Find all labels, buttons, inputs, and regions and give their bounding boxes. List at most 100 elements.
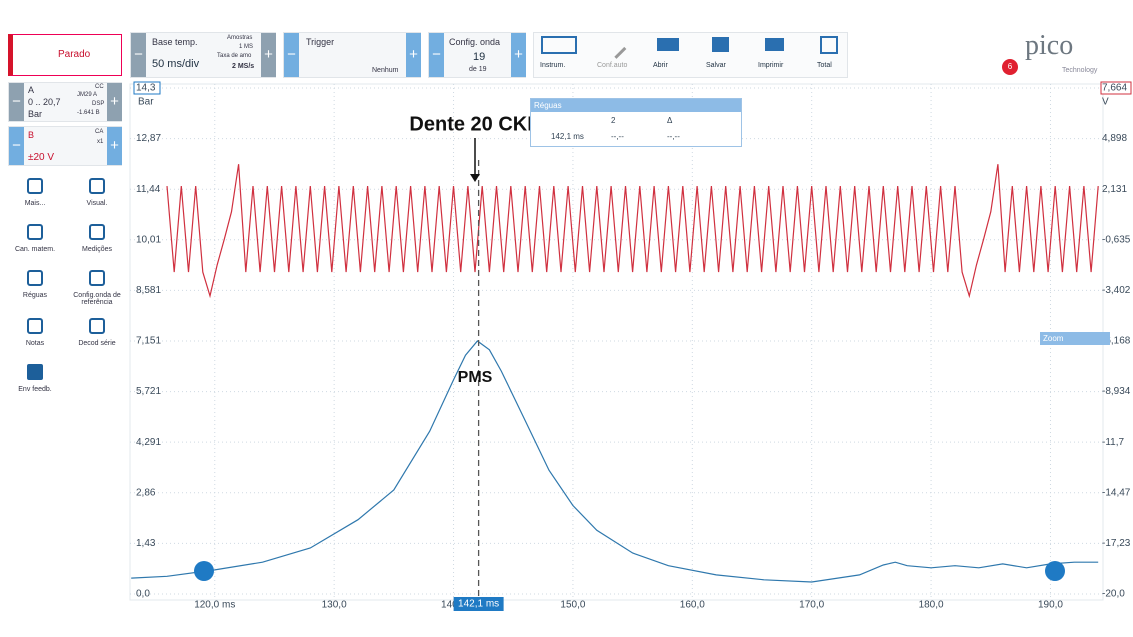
- minus[interactable]: −: [429, 33, 444, 77]
- icon: [712, 37, 729, 52]
- icon: [765, 38, 784, 51]
- side-icon[interactable]: [27, 178, 43, 194]
- y2-tick-label: -20,0: [1102, 589, 1125, 600]
- label: Amostras: [227, 35, 253, 41]
- minus[interactable]: −: [284, 33, 299, 77]
- x-tick-label: 180,0: [919, 600, 944, 611]
- trigger: − + Trigger Nenhum: [283, 32, 421, 78]
- header: Δ: [667, 116, 673, 125]
- filter: DSP: [92, 101, 105, 107]
- unit: Bar: [28, 109, 43, 119]
- y-axis-label: Bar: [138, 97, 154, 108]
- icon: [657, 38, 679, 51]
- arrow-head: [470, 174, 480, 182]
- ruler-label: 142,1 ms: [458, 599, 499, 610]
- channel-b: − + B ±20 V CA x1: [8, 126, 122, 166]
- button-label[interactable]: Salvar: [706, 62, 726, 69]
- plus[interactable]: +: [107, 83, 122, 121]
- y2-tick-label: -8,934: [1102, 386, 1131, 397]
- rulers-window: Réguas 2 Δ 142,1 ms --,-- --,--: [530, 98, 742, 147]
- x-tick-label: 120,0 ms: [194, 600, 235, 611]
- button-label[interactable]: Conf.auto: [597, 62, 628, 69]
- side-icon[interactable]: [89, 318, 105, 334]
- y2-tick-label: -6,168: [1102, 336, 1131, 347]
- value: 2 MS/s: [232, 63, 255, 70]
- y-tick-label: 5,721: [136, 386, 161, 397]
- y2-tick-label: -14,47: [1102, 487, 1131, 498]
- timebase: − + Base temp. 50 ms/div Amostras 1 MS Ta…: [130, 32, 276, 78]
- status-button[interactable]: Parado: [8, 34, 122, 76]
- y-tick-label: 12,87: [136, 133, 161, 144]
- window-title: Réguas: [531, 99, 741, 112]
- nav-left[interactable]: [194, 561, 214, 581]
- minus[interactable]: −: [9, 83, 24, 121]
- x-tick-label: 160,0: [680, 600, 705, 611]
- y-tick-label: 8,581: [136, 285, 161, 296]
- y2-tick-label: -11,7: [1102, 437, 1124, 448]
- side-label: Mais...: [24, 200, 46, 207]
- side-icon[interactable]: [27, 270, 43, 286]
- offset: -1.641 B: [77, 110, 100, 116]
- x-tick-label: 150,0: [560, 600, 585, 611]
- side-icon[interactable]: [27, 318, 43, 334]
- side-label: Env feedb.: [18, 386, 52, 393]
- minus[interactable]: −: [9, 127, 24, 165]
- side-icon[interactable]: [89, 224, 105, 240]
- y2-tick-label: -17,23: [1102, 538, 1131, 549]
- name: B: [28, 130, 35, 140]
- icon: [820, 36, 838, 54]
- value: Nenhum: [372, 67, 399, 74]
- side-label: Medições: [82, 246, 112, 253]
- range: 0 .. 20,7: [28, 97, 61, 107]
- badge: 6: [1002, 59, 1018, 75]
- logo-sub: Technology: [1062, 67, 1098, 74]
- annotation: Dente 20 CKP: [409, 113, 540, 135]
- y-tick-label: 0,0: [136, 589, 150, 600]
- button-label[interactable]: Imprimir: [758, 62, 784, 69]
- x-tick-label: 170,0: [799, 600, 824, 611]
- button-label[interactable]: Abrir: [653, 62, 668, 69]
- side-label: Notas: [25, 340, 45, 347]
- side-label: Visual.: [86, 200, 108, 207]
- x-tick-label: 190,0: [1038, 600, 1063, 611]
- y-tick-label: 10,01: [136, 234, 161, 245]
- label: Base temp.: [152, 37, 198, 47]
- y-tick-label: 11,44: [136, 184, 161, 195]
- cell: --,--: [611, 132, 624, 141]
- button-label[interactable]: Instrum.: [540, 62, 566, 69]
- series-line: [166, 164, 1099, 299]
- minus[interactable]: −: [131, 33, 146, 77]
- y2-tick-label: 2,131: [1102, 184, 1127, 195]
- y-tick-label: 1,43: [136, 538, 156, 549]
- plus[interactable]: +: [511, 33, 526, 77]
- button-label[interactable]: Total: [817, 62, 832, 69]
- side-icon[interactable]: [89, 270, 105, 286]
- value: 1 MS: [239, 44, 254, 50]
- label: Taxa de amo: [217, 53, 252, 59]
- x-tick-label: 130,0: [322, 600, 347, 611]
- side-icon[interactable]: [27, 224, 43, 240]
- probe: JM29 A: [77, 92, 98, 98]
- zoom-window[interactable]: Zoom: [1040, 332, 1110, 345]
- y-tick-label: 2,86: [136, 487, 156, 498]
- plus[interactable]: +: [107, 127, 122, 165]
- side-icon[interactable]: [89, 178, 105, 194]
- y-tick-label: 14,3: [136, 83, 156, 94]
- plus[interactable]: +: [406, 33, 421, 77]
- y2-axis-label: V: [1102, 97, 1109, 108]
- label: Trigger: [306, 37, 335, 47]
- coupling: CC: [95, 84, 104, 90]
- label: Config. onda: [449, 37, 501, 47]
- nav-right[interactable]: [1045, 561, 1065, 581]
- y2-tick-label: 4,898: [1102, 133, 1127, 144]
- plus[interactable]: +: [261, 33, 276, 77]
- y-tick-label: 4,291: [136, 437, 161, 448]
- tick-box: [1100, 81, 1132, 95]
- range: ±20 V: [28, 152, 55, 163]
- value: de 19: [469, 66, 487, 73]
- side-label: Réguas: [22, 292, 48, 299]
- side-icon[interactable]: [27, 364, 43, 380]
- coupling: CA: [95, 129, 104, 135]
